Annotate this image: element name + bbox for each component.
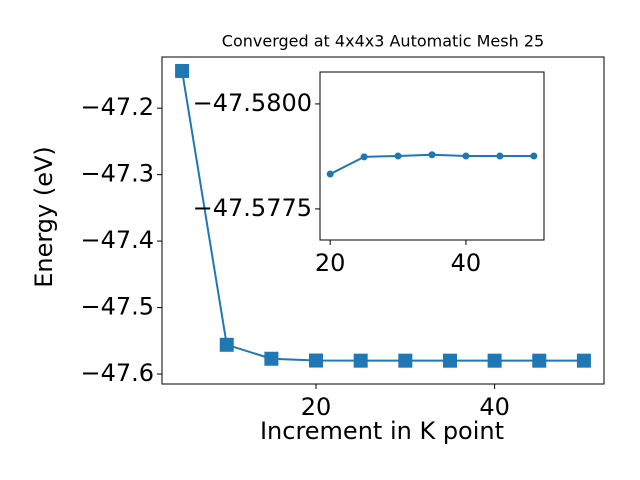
y-tick-label: −47.5775 (193, 194, 312, 222)
x-axis-label: Increment in K point (260, 417, 504, 445)
marker (576, 353, 591, 368)
y-tick-label: −47.5800 (193, 89, 312, 117)
y-axis-label: Energy (eV) (30, 146, 58, 288)
axes-frame (161, 56, 605, 385)
x-tick-label: 40 (451, 249, 482, 277)
line (181, 70, 584, 362)
y-tick-label: −47.2 (80, 93, 154, 121)
marker (428, 151, 436, 159)
marker (462, 152, 470, 160)
chart-title: Converged at 4x4x3 Automatic Mesh 25 (222, 32, 544, 51)
marker (175, 63, 190, 78)
marker (360, 153, 368, 161)
y-tick-label: −47.4 (80, 226, 154, 254)
marker (530, 152, 538, 160)
marker (532, 353, 547, 368)
marker (219, 337, 234, 352)
x-tick-label: 20 (301, 393, 332, 421)
x-tick-label: 20 (315, 249, 346, 277)
marker (398, 353, 413, 368)
axes-frame (319, 71, 545, 241)
y-tick-label: −47.6 (80, 359, 154, 387)
marker (496, 152, 504, 160)
x-tick-label: 40 (479, 393, 510, 421)
marker (309, 353, 324, 368)
marker (442, 353, 457, 368)
marker (487, 353, 502, 368)
marker (353, 353, 368, 368)
y-tick-label: −47.3 (80, 160, 154, 188)
marker (394, 152, 402, 160)
marker (326, 170, 334, 178)
y-tick-label: −47.5 (80, 293, 154, 321)
marker (264, 351, 279, 366)
